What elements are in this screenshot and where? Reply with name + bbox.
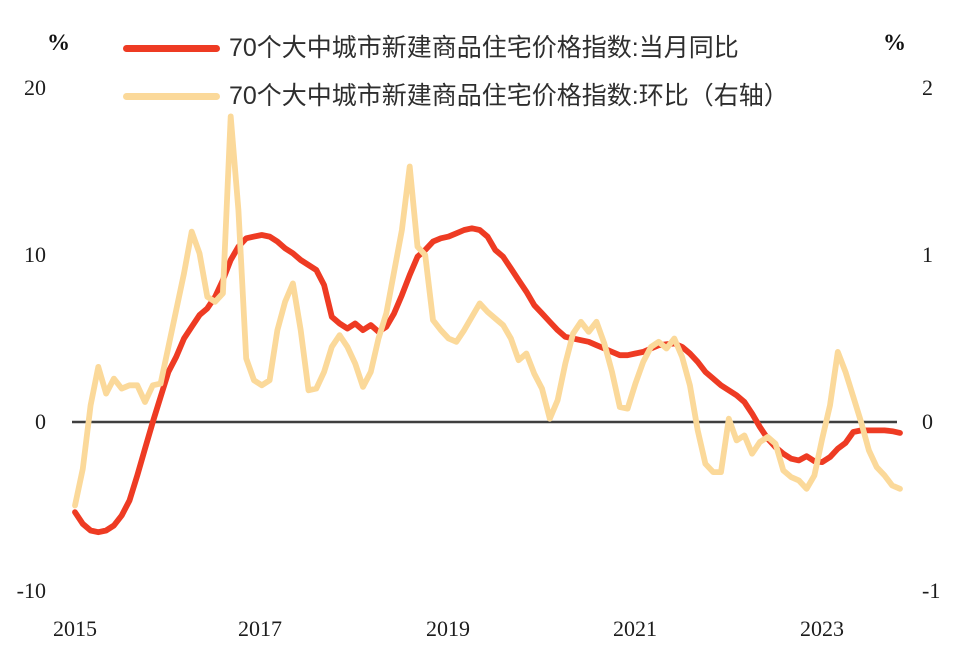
mom-legend-label: 70个大中城市新建商品住宅价格指数:环比（右轴） [229, 81, 789, 110]
x-axis-tick-2019: 2019 [426, 616, 470, 641]
x-axis-tick-2017: 2017 [238, 616, 282, 641]
left-axis-unit-label: % [47, 30, 70, 55]
right-axis-tick-2: 2 [922, 75, 933, 100]
x-axis-tick-2015: 2015 [53, 616, 97, 641]
yoy-line-swatch [123, 44, 220, 52]
legend-item-yoy: 70个大中城市新建商品住宅价格指数:当月同比 [123, 24, 789, 72]
yoy-legend-label: 70个大中城市新建商品住宅价格指数:当月同比 [229, 33, 739, 62]
left-axis-tick-0: 0 [35, 409, 46, 434]
right-axis-unit-label: % [883, 30, 906, 55]
right-axis-tick-1: 1 [922, 242, 933, 267]
right-axis-tick-0: 0 [922, 409, 933, 434]
left-axis-tick-20: 20 [24, 75, 46, 100]
legend-item-mom: 70个大中城市新建商品住宅价格指数:环比（右轴） [123, 72, 789, 120]
x-axis-tick-2023: 2023 [800, 616, 844, 641]
x-axis-tick-2021: 2021 [613, 616, 657, 641]
legend: 70个大中城市新建商品住宅价格指数:当月同比 70个大中城市新建商品住宅价格指数… [123, 24, 789, 120]
left-axis-tick-neg10: -10 [16, 578, 46, 603]
mom-line-swatch [123, 92, 220, 100]
series-line-mom [72, 113, 903, 509]
right-axis-tick-neg1: -1 [922, 578, 941, 603]
left-axis-tick-10: 10 [24, 242, 46, 267]
series-line-yoy [72, 225, 903, 536]
